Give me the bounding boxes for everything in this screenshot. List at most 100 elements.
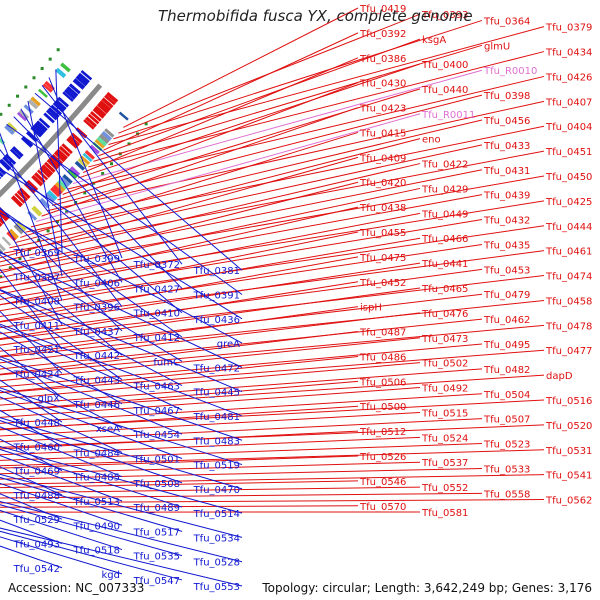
- gene-label[interactable]: Tfu_0387: [13, 272, 60, 283]
- gene-label[interactable]: Tfu_0456: [483, 116, 530, 127]
- gene-label[interactable]: Tfu_0460: [13, 442, 60, 453]
- gene-label[interactable]: eno: [422, 135, 441, 146]
- gene-label[interactable]: Tfu_0523: [483, 440, 530, 451]
- gene-label[interactable]: Tfu_0411: [13, 321, 60, 332]
- gene-label[interactable]: Tfu_0526: [359, 452, 406, 463]
- gene-label[interactable]: Tfu_0419: [359, 4, 406, 15]
- gene-label[interactable]: Tfu_0442: [73, 351, 120, 362]
- gene-label[interactable]: Tfu_0537: [421, 458, 468, 469]
- gene-label[interactable]: Tfu_0434: [545, 48, 592, 59]
- gene-label[interactable]: dapD: [546, 371, 573, 382]
- gene-label[interactable]: Tfu_0412: [133, 333, 180, 344]
- gene-label[interactable]: Tfu_0391: [193, 291, 240, 302]
- gene-label[interactable]: Tfu_0534: [193, 533, 240, 544]
- gene-label[interactable]: Tfu_0476: [421, 309, 468, 320]
- gene-label[interactable]: Tfu_0500: [359, 402, 406, 413]
- gene-label[interactable]: ksgA: [422, 35, 446, 46]
- gene-label[interactable]: Tfu_0490: [73, 521, 120, 532]
- gene-label[interactable]: Tfu_0487: [359, 328, 406, 339]
- gene-label[interactable]: Tfu_0535: [133, 552, 180, 563]
- gene-label[interactable]: Tfu_0420: [359, 178, 406, 189]
- gene-label[interactable]: Tfu_0489: [133, 503, 180, 514]
- gene-label[interactable]: Tfu_0438: [359, 203, 406, 214]
- gene-label[interactable]: Tfu_0482: [483, 365, 530, 376]
- gene-label[interactable]: glmU: [484, 41, 510, 52]
- gene-label[interactable]: Tfu_0570: [359, 502, 406, 513]
- gene-label[interactable]: Tfu_0542: [13, 564, 60, 575]
- gene-label[interactable]: Tfu_0381: [193, 266, 240, 277]
- gene-label[interactable]: Tfu_0410: [133, 309, 180, 320]
- gene-label[interactable]: Tfu_0529: [13, 515, 60, 526]
- gene-label[interactable]: Tfu_0517: [133, 527, 180, 538]
- gene-label[interactable]: Tfu_0396: [73, 303, 120, 314]
- gene-label[interactable]: Tfu_R0010: [483, 66, 537, 77]
- gene-label[interactable]: Tfu_0392: [359, 29, 406, 40]
- gene-label[interactable]: Tfu_0444: [545, 222, 592, 233]
- gene-label[interactable]: Tfu_0562: [545, 496, 592, 507]
- gene-label[interactable]: Tfu_0541: [545, 471, 592, 482]
- gene-label[interactable]: Tfu_0474: [545, 272, 592, 283]
- gene-label[interactable]: Tfu_0515: [421, 408, 468, 419]
- gene-label[interactable]: glpX: [38, 394, 60, 405]
- gene-label[interactable]: Tfu_0431: [483, 166, 530, 177]
- gene-label[interactable]: Tfu_0421: [13, 345, 60, 356]
- gene-label[interactable]: Tfu_0478: [545, 321, 592, 332]
- gene-label[interactable]: Tfu_0477: [545, 346, 592, 357]
- gene-label[interactable]: Tfu_0415: [359, 128, 406, 139]
- gene-label[interactable]: Tfu_0393: [421, 10, 468, 21]
- gene-label[interactable]: Tfu_0469: [13, 467, 60, 478]
- gene-label[interactable]: Tfu_0581: [421, 508, 468, 519]
- gene-label[interactable]: Tfu_0463: [133, 382, 180, 393]
- gene-label[interactable]: Tfu_0513: [73, 497, 120, 508]
- gene-label[interactable]: Tfu_0473: [421, 334, 468, 345]
- gene-label[interactable]: Tfu_0501: [133, 454, 180, 465]
- gene-label[interactable]: Tfu_0409: [359, 153, 406, 164]
- gene-label[interactable]: Tfu_0553: [193, 582, 240, 593]
- gene-label[interactable]: Tfu_0475: [359, 253, 406, 264]
- gene-label[interactable]: Tfu_0400: [421, 60, 468, 71]
- gene-label[interactable]: Tfu_0455: [359, 228, 406, 239]
- gene-label[interactable]: Tfu_0406: [73, 278, 120, 289]
- gene-label[interactable]: Tfu_0448: [13, 418, 60, 429]
- gene-label[interactable]: Tfu_0408: [13, 297, 60, 308]
- gene-label[interactable]: Tfu_0404: [545, 122, 592, 133]
- gene-label[interactable]: Tfu_0467: [133, 406, 180, 417]
- gene-label[interactable]: Tfu_0504: [483, 390, 530, 401]
- gene-label[interactable]: Tfu_0502: [421, 359, 468, 370]
- gene-label[interactable]: Tfu_0429: [421, 184, 468, 195]
- gene-label[interactable]: Tfu_0470: [193, 485, 240, 496]
- gene-label[interactable]: Tfu_0398: [483, 91, 530, 102]
- gene-label[interactable]: Tfu_0424: [13, 369, 60, 380]
- gene-label[interactable]: Tfu_0369: [13, 248, 60, 259]
- gene-label[interactable]: Tfu_0427: [133, 284, 180, 295]
- gene-label[interactable]: Tfu_0462: [483, 315, 530, 326]
- gene-label[interactable]: Tfu_0440: [421, 85, 468, 96]
- gene-label[interactable]: Tfu_0524: [421, 433, 468, 444]
- gene-label[interactable]: Tfu_0533: [483, 464, 530, 475]
- gene-label[interactable]: Tfu_0422: [421, 160, 468, 171]
- gene-label[interactable]: Tfu_0495: [483, 340, 530, 351]
- gene-label[interactable]: Tfu_0453: [483, 265, 530, 276]
- gene-label[interactable]: Tfu_0379: [545, 23, 592, 34]
- gene-label[interactable]: Tfu_0426: [545, 72, 592, 83]
- gene-label[interactable]: Tfu_0479: [483, 290, 530, 301]
- gene-label[interactable]: Tfu_0508: [133, 479, 180, 490]
- gene-label[interactable]: Tfu_0441: [421, 259, 468, 270]
- gene-label[interactable]: Tfu_0466: [421, 234, 468, 245]
- gene-label[interactable]: Tfu_0386: [359, 54, 406, 65]
- gene-label[interactable]: Tfu_0399: [73, 254, 120, 265]
- gene-label[interactable]: Tfu_0512: [359, 427, 406, 438]
- gene-label[interactable]: fumC: [153, 357, 180, 368]
- gene-label[interactable]: Tfu_0547: [133, 576, 180, 587]
- gene-label[interactable]: Tfu_0481: [193, 412, 240, 423]
- gene-label[interactable]: Tfu_0488: [13, 491, 60, 502]
- gene-label[interactable]: Tfu_0445: [193, 388, 240, 399]
- gene-label[interactable]: Tfu_0485: [73, 473, 120, 484]
- gene-label[interactable]: Tfu_0552: [421, 483, 468, 494]
- gene-label[interactable]: Tfu_0519: [193, 461, 240, 472]
- gene-label[interactable]: ispH: [360, 303, 382, 314]
- gene-label[interactable]: Tfu_0528: [193, 558, 240, 569]
- gene-label[interactable]: Tfu_0433: [483, 141, 530, 152]
- gene-label[interactable]: Tfu_0452: [359, 278, 406, 289]
- gene-label[interactable]: Tfu_0454: [133, 430, 180, 441]
